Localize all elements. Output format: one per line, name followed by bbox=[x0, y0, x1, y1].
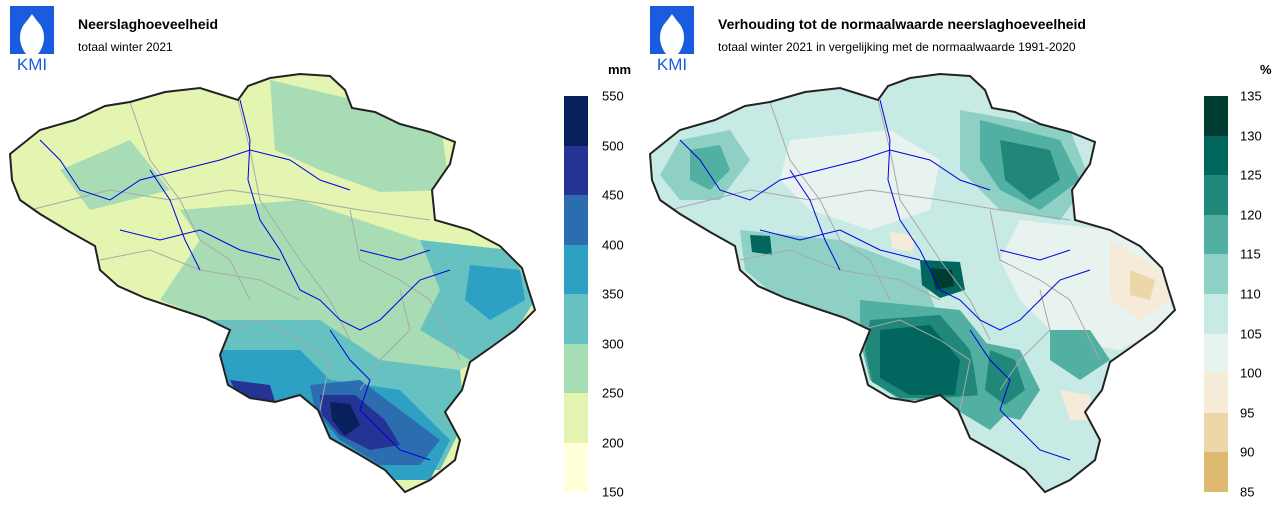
legend-tick-label: 150 bbox=[602, 484, 624, 500]
legend-color-step bbox=[1204, 96, 1228, 136]
legend-color-step bbox=[1204, 135, 1228, 176]
legend-tick-label: 105 bbox=[1240, 326, 1262, 342]
legend-tick-label: 400 bbox=[602, 237, 624, 252]
legend-tick-label: 135 bbox=[1240, 88, 1262, 104]
legend-tick-label: 130 bbox=[1240, 128, 1262, 144]
legend-tick-label: 90 bbox=[1240, 444, 1255, 460]
legend-color-step bbox=[1204, 214, 1228, 255]
legend-unit: % bbox=[1260, 62, 1272, 77]
map-subtitle: totaal winter 2021 bbox=[78, 40, 173, 54]
legend-color-step bbox=[564, 145, 588, 195]
legend-tick-label: 125 bbox=[1240, 167, 1262, 183]
map-panel-ratio-to-normal: KMI Verhouding tot de normaalwaarde neer… bbox=[640, 0, 1280, 507]
kmi-logo-icon: KMI bbox=[10, 6, 54, 72]
legend-color-step bbox=[564, 294, 588, 344]
legend-color-step bbox=[1204, 373, 1228, 413]
legend-tick-label: 85 bbox=[1240, 484, 1255, 500]
legend-color-step bbox=[1204, 333, 1228, 374]
map-panel-precipitation: KMI Neerslaghoeveelheid totaal winter 20… bbox=[9, 6, 632, 500]
legend-tick-label: 300 bbox=[602, 336, 624, 351]
logo-text: KMI bbox=[657, 55, 687, 72]
legend-tick-label: 200 bbox=[602, 435, 624, 450]
legend-tick-label: 250 bbox=[602, 385, 624, 401]
legend-unit: mm bbox=[608, 62, 632, 77]
map-title: Verhouding tot de normaalwaarde neerslag… bbox=[718, 16, 1086, 32]
legend-color-step bbox=[564, 343, 588, 393]
legend-tick-label: 500 bbox=[602, 138, 624, 153]
logo-text: KMI bbox=[17, 55, 47, 72]
legend-color-step bbox=[564, 393, 588, 443]
map-title: Neerslaghoeveelheid bbox=[78, 16, 219, 32]
legend-color-step bbox=[564, 96, 588, 146]
legend-color-step bbox=[1204, 412, 1228, 453]
legend-tick-label: 450 bbox=[602, 187, 624, 203]
map-subtitle: totaal winter 2021 in vergelijking met d… bbox=[718, 40, 1076, 54]
legend-color-step bbox=[1204, 175, 1228, 215]
legend-tick-label: 550 bbox=[602, 88, 624, 104]
legend-color-step bbox=[564, 244, 588, 294]
kmi-logo-icon: KMI bbox=[650, 6, 694, 72]
legend-tick-label: 115 bbox=[1240, 246, 1261, 262]
legend-tick-label: 350 bbox=[602, 286, 624, 302]
belgium-ratio-map bbox=[649, 73, 1176, 493]
legend-colorbar bbox=[1204, 96, 1228, 492]
legend-tick-label: 120 bbox=[1240, 207, 1262, 223]
legend-colorbar bbox=[564, 96, 588, 492]
legend-color-step bbox=[1204, 254, 1228, 294]
legend-tick-label: 95 bbox=[1240, 405, 1255, 421]
legend-color-step bbox=[1204, 452, 1228, 492]
legend-color-step bbox=[564, 195, 588, 245]
legend-color-step bbox=[1204, 293, 1228, 334]
legend-color-step bbox=[564, 442, 588, 492]
legend-tick-label: 110 bbox=[1240, 286, 1261, 302]
belgium-precipitation-map bbox=[9, 73, 536, 493]
legend-tick-label: 100 bbox=[1240, 365, 1262, 381]
